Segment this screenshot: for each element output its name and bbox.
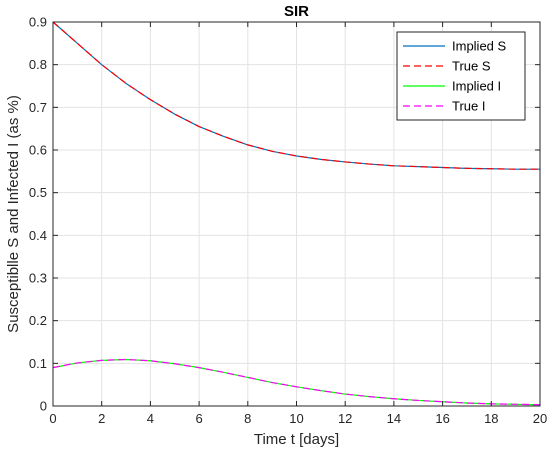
legend-label: True I: [452, 99, 485, 114]
legend-label: Implied I: [452, 79, 501, 94]
series-lines: [52, 21, 541, 406]
y-tick-label: 0.2: [29, 313, 47, 328]
legend-box: [396, 31, 526, 121]
axis-ticks: 0 2 4 6 8 10 12 14 16 18 20 0 0.1 0.2 0.3 0.4 0.5 0.6 0.7 0…: [29, 15, 547, 427]
x-axis-label: Time t [days]: [254, 431, 339, 448]
x-tick-label: 6: [195, 411, 202, 426]
y-tick-label: 0.1: [29, 356, 47, 371]
x-tick-label: 2: [98, 411, 105, 426]
x-tick-label: 4: [147, 411, 154, 426]
y-tick-label: 0.8: [29, 57, 47, 72]
y-tick-label: 0.5: [29, 185, 47, 200]
y-tick-label: 0.6: [29, 143, 47, 158]
x-tick-label: 18: [484, 411, 498, 426]
legend-label: Implied S: [452, 39, 507, 54]
series-line-true-s: [52, 21, 540, 170]
y-tick-label: 0.4: [29, 228, 47, 243]
x-tick-label: 0: [49, 411, 56, 426]
chart-title: SIR: [284, 3, 309, 20]
y-tick-label: 0.7: [29, 100, 47, 115]
x-tick-label: 10: [289, 411, 303, 426]
x-tick-label: 14: [387, 411, 401, 426]
x-tick-label: 16: [435, 411, 449, 426]
y-axis-label: Susceptiblle S and Infected I (as %): [5, 95, 22, 333]
y-tick-label: 0.9: [29, 15, 47, 30]
x-tick-label: 12: [338, 411, 352, 426]
y-tick-label: 0: [40, 399, 47, 414]
x-tick-label: 8: [244, 411, 251, 426]
legend-label: True S: [452, 59, 491, 74]
legend: Implied S True S Implied I True I: [396, 31, 526, 121]
y-tick-label: 0.3: [29, 271, 47, 286]
x-tick-label: 20: [533, 411, 547, 426]
series-line-true-i: [52, 358, 541, 406]
